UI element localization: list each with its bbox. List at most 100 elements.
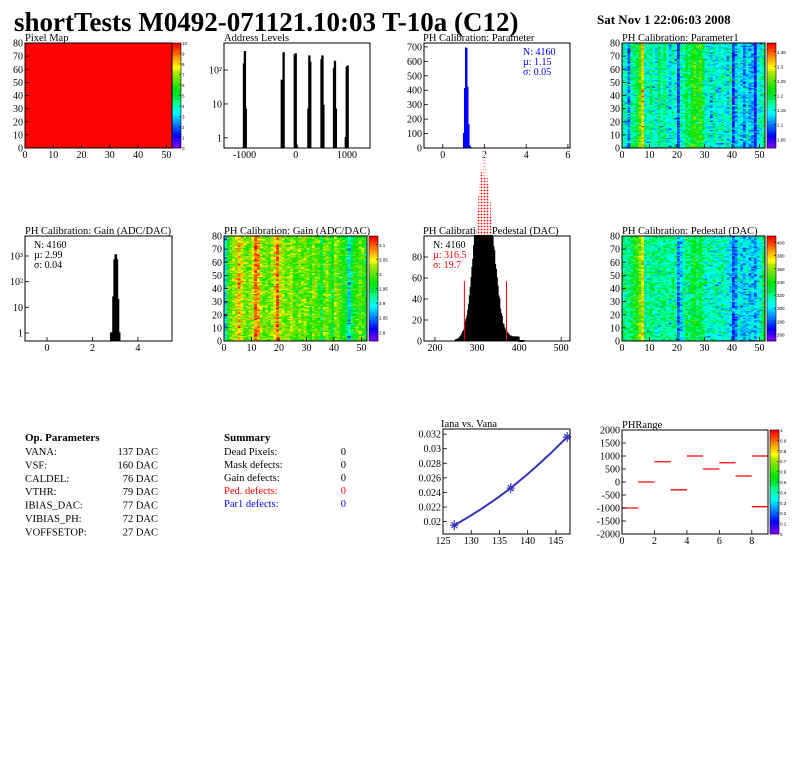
heatmap-cell bbox=[696, 96, 700, 99]
heatmap-cell bbox=[721, 124, 725, 126]
heatmap-cell bbox=[707, 48, 711, 50]
heatmap-cell bbox=[704, 117, 708, 120]
heatmap-cell bbox=[726, 123, 730, 125]
heatmap-cell bbox=[729, 127, 733, 129]
heatmap-cell bbox=[699, 121, 703, 124]
heatmap-cell bbox=[726, 99, 730, 102]
heatmap-cell bbox=[707, 142, 711, 145]
heatmap-cell bbox=[704, 85, 708, 87]
heatmap-cell bbox=[641, 115, 645, 117]
heatmap-cell bbox=[655, 136, 659, 138]
heatmap-cell bbox=[627, 75, 631, 78]
heatmap-cell bbox=[693, 73, 697, 75]
heatmap-cell bbox=[641, 70, 645, 73]
heatmap-cell bbox=[701, 103, 705, 105]
heatmap-cell bbox=[641, 74, 645, 77]
heatmap-cell bbox=[715, 65, 719, 67]
heatmap-cell bbox=[638, 100, 642, 103]
heatmap-cell bbox=[638, 65, 642, 67]
heatmap-cell bbox=[699, 58, 703, 61]
heatmap-cell bbox=[729, 48, 733, 50]
heatmap-cell bbox=[732, 52, 736, 54]
heatmap-cell bbox=[723, 74, 727, 77]
heatmap-cell bbox=[718, 54, 722, 57]
heatmap-cell bbox=[655, 94, 659, 96]
heatmap-cell bbox=[679, 85, 683, 87]
heatmap-cell bbox=[707, 119, 711, 121]
heatmap-cell bbox=[677, 52, 681, 54]
heatmap-cell bbox=[682, 57, 686, 60]
heatmap-cell bbox=[704, 66, 708, 69]
heatmap-cell bbox=[710, 130, 714, 133]
heatmap-cell bbox=[663, 123, 667, 125]
heatmap-cell bbox=[712, 127, 716, 129]
heatmap-cell bbox=[726, 45, 730, 48]
heatmap-cell bbox=[688, 70, 692, 73]
heatmap-cell bbox=[646, 121, 650, 124]
heatmap-cell bbox=[666, 85, 670, 87]
heatmap-cell bbox=[693, 104, 697, 107]
heatmap-cell bbox=[633, 46, 637, 49]
heatmap-cell bbox=[646, 58, 650, 61]
heatmap-cell bbox=[630, 81, 634, 83]
heatmap-cell bbox=[693, 45, 697, 48]
heatmap-cell bbox=[707, 57, 711, 60]
heatmap-cell bbox=[710, 53, 714, 56]
heatmap-cell bbox=[696, 65, 700, 67]
heatmap-cell bbox=[677, 90, 681, 92]
heatmap-cell bbox=[723, 91, 727, 94]
heatmap-cell bbox=[633, 90, 637, 92]
heatmap-cell bbox=[732, 137, 736, 140]
heatmap-cell bbox=[685, 64, 689, 66]
heatmap-cell bbox=[732, 144, 736, 146]
heatmap-cell bbox=[627, 107, 631, 109]
heatmap-cell bbox=[627, 144, 631, 146]
heatmap-cell bbox=[652, 108, 656, 111]
palette-swatch bbox=[172, 72, 181, 75]
heatmap-cell bbox=[693, 124, 697, 126]
heatmap-cell bbox=[668, 121, 672, 124]
heatmap-cell bbox=[649, 61, 653, 63]
heatmap-cell bbox=[679, 113, 683, 116]
heatmap-cell bbox=[712, 144, 716, 146]
heatmap-cell bbox=[715, 128, 719, 130]
heatmap-cell bbox=[655, 67, 659, 70]
heatmap-cell bbox=[624, 57, 628, 60]
heatmap-cell bbox=[649, 91, 653, 94]
heatmap-cell bbox=[693, 132, 697, 134]
heatmap-cell bbox=[685, 141, 689, 144]
heatmap-cell bbox=[635, 116, 639, 119]
palette-swatch bbox=[767, 131, 776, 134]
heatmap-cell bbox=[638, 73, 642, 75]
heatmap-cell bbox=[671, 106, 675, 108]
heatmap-cell bbox=[707, 140, 711, 142]
heatmap-cell bbox=[734, 74, 738, 77]
heatmap-cell bbox=[638, 121, 642, 124]
heatmap-cell bbox=[699, 120, 703, 123]
heatmap-cell bbox=[685, 99, 689, 102]
heatmap-cell bbox=[622, 88, 626, 91]
heatmap-cell bbox=[721, 71, 725, 74]
heatmap-cell bbox=[633, 123, 637, 125]
heatmap-cell bbox=[646, 86, 650, 88]
heatmap-cell bbox=[666, 56, 670, 58]
heatmap-cell bbox=[734, 58, 738, 61]
heatmap-cell bbox=[721, 48, 725, 50]
y-tick-label: 30 bbox=[610, 104, 620, 115]
heatmap-cell bbox=[655, 142, 659, 145]
heatmap-cell bbox=[663, 98, 667, 100]
heatmap-cell bbox=[685, 81, 689, 83]
heatmap-cell bbox=[646, 111, 650, 113]
heatmap-cell bbox=[685, 90, 689, 92]
heatmap-cell bbox=[627, 96, 631, 99]
plot-title: PH Calibration: Gain (ADC/DAC) bbox=[224, 226, 371, 237]
palette-swatch bbox=[172, 80, 181, 84]
heatmap-cell bbox=[663, 44, 667, 46]
heatmap-cell bbox=[652, 57, 656, 60]
heatmap-cell bbox=[679, 98, 683, 100]
heatmap-cell bbox=[630, 90, 634, 92]
heatmap-cell bbox=[630, 144, 634, 146]
heatmap-cell bbox=[646, 45, 650, 48]
heatmap-cell bbox=[723, 102, 727, 104]
heatmap-cell bbox=[690, 46, 694, 49]
